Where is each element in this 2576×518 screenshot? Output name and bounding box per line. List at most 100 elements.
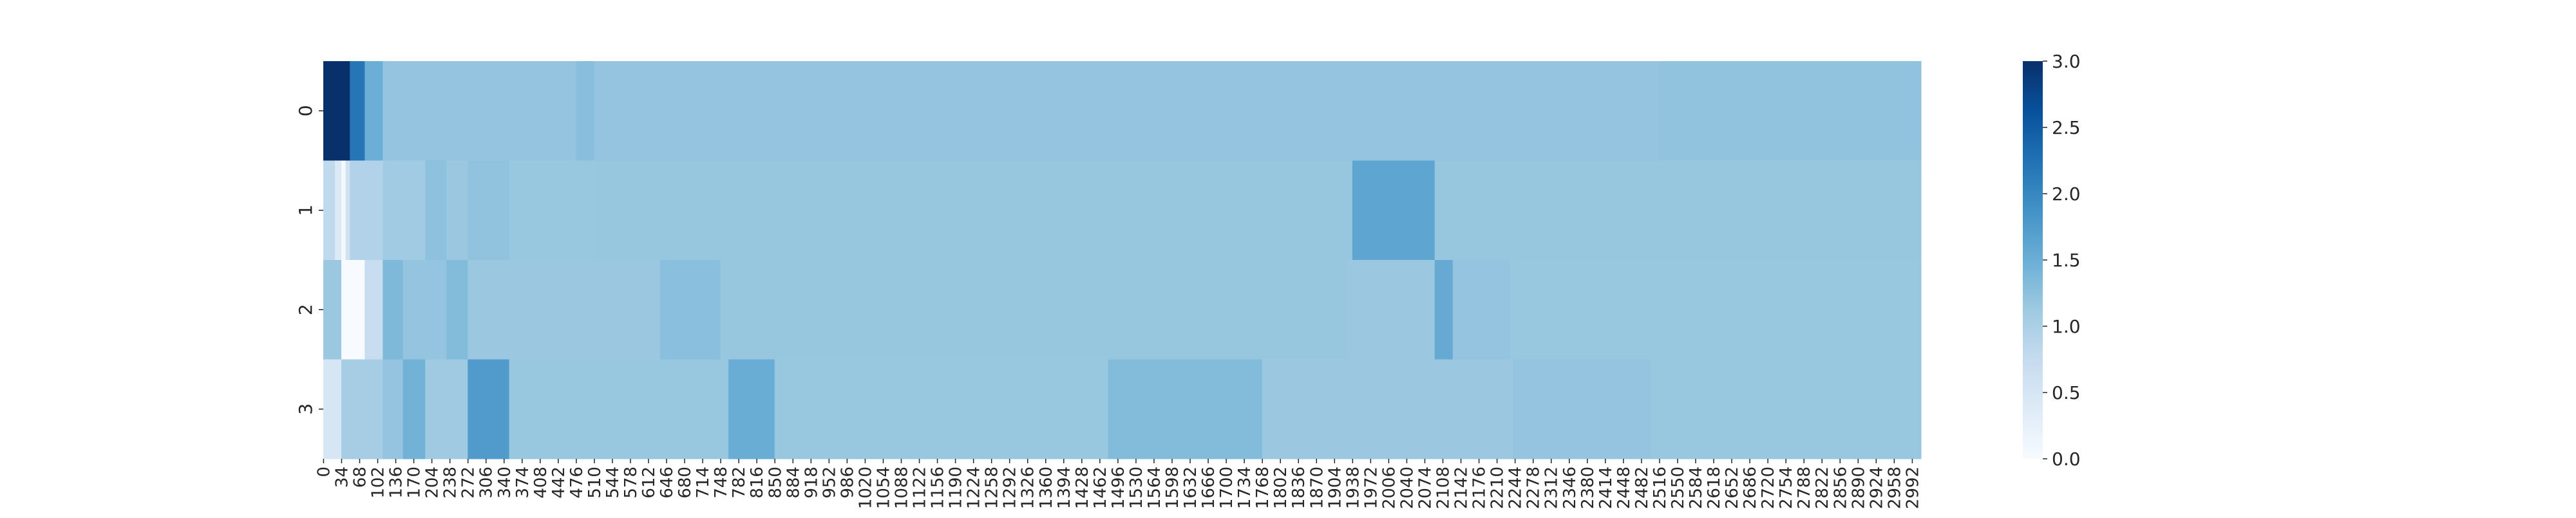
heatmap-cell-row-2-seg-2: [365, 260, 383, 360]
x-tick-label: 1360: [1037, 467, 1056, 509]
heatmap-cell-row-3-seg-4: [425, 359, 468, 459]
colorbar-tick-label: 0.5: [2052, 382, 2081, 403]
heatmap-cell-row-3-seg-6: [509, 359, 729, 459]
heatmap-cell-row-3-seg-11: [1512, 359, 1651, 459]
heatmap-cell-row-0-seg-6: [1659, 61, 1922, 161]
x-axis: 0346810213617020423827230634037440844247…: [314, 459, 1922, 509]
x-tick-label: 2958: [1885, 467, 1904, 509]
x-tick-label: 2346: [1560, 467, 1580, 509]
x-tick-label: 374: [513, 467, 533, 499]
y-tick-label: 1: [295, 205, 316, 216]
x-tick-label: 2686: [1741, 467, 1760, 509]
x-tick-label: 2244: [1506, 467, 1526, 509]
x-tick-label: 2006: [1379, 467, 1399, 509]
heatmap-cell-row-2-seg-12: [1510, 260, 1922, 360]
x-tick-label: 102: [369, 467, 388, 499]
heatmap-cell-row-1-seg-0: [323, 160, 336, 261]
x-tick-label: 1938: [1343, 467, 1363, 509]
x-tick-label: 0: [314, 467, 334, 477]
colorbar-tick-label: 3.0: [2052, 51, 2081, 72]
x-tick-label: 1156: [929, 467, 948, 509]
x-tick-label: 2108: [1434, 467, 1454, 509]
x-tick-label: 2890: [1849, 467, 1868, 509]
heatmap-cell-row-3-seg-5: [468, 359, 510, 459]
x-tick-label: 2176: [1470, 467, 1490, 509]
heatmap-cell-row-3-seg-10: [1262, 359, 1513, 459]
x-tick-label: 2652: [1723, 467, 1742, 509]
heatmap-cell-row-0-seg-5: [594, 61, 1660, 161]
x-tick-label: 1258: [983, 467, 1002, 509]
x-tick-label: 1088: [892, 467, 911, 509]
x-tick-label: 2856: [1831, 467, 1850, 509]
colorbar: 0.0 0.5 1.0 1.5 2.0 2.5 3.0: [2023, 51, 2081, 470]
heatmap-cells: [323, 61, 1922, 459]
x-tick-label: 272: [459, 467, 478, 499]
x-tick-label: 2720: [1759, 467, 1778, 509]
heatmap-cell-row-1-seg-8: [468, 160, 510, 261]
x-tick-label: 680: [676, 467, 695, 499]
x-tick-label: 2040: [1397, 467, 1417, 509]
x-tick-label: 1632: [1181, 467, 1200, 509]
heatmap-cell-row-2-seg-4: [402, 260, 447, 360]
x-tick-label: 1054: [874, 467, 893, 509]
x-tick-label: 2924: [1867, 467, 1886, 509]
y-tick-label: 3: [295, 403, 316, 415]
heatmap-cell-row-3-seg-7: [728, 359, 775, 459]
x-tick-label: 646: [658, 467, 677, 499]
heatmap-cell-row-1-seg-3: [345, 160, 350, 261]
x-tick-label: 2312: [1542, 467, 1562, 509]
x-tick-label: 1326: [1019, 467, 1038, 509]
heatmap-cell-row-1-seg-6: [425, 160, 447, 261]
x-tick-label: 34: [332, 467, 352, 488]
x-tick-label: 2278: [1524, 467, 1544, 509]
x-tick-label: 544: [603, 467, 623, 499]
heatmap-cell-row-3-seg-2: [383, 359, 404, 459]
heatmap-cell-row-3-seg-0: [323, 359, 342, 459]
y-axis: 0 1 2 3: [295, 105, 323, 415]
x-tick-label: 884: [784, 467, 803, 499]
heatmap-cell-row-2-seg-0: [323, 260, 342, 360]
x-tick-label: 1394: [1055, 467, 1074, 509]
x-tick-label: 306: [477, 467, 497, 499]
x-tick-label: 1462: [1091, 467, 1110, 509]
x-tick-label: 2516: [1651, 467, 1670, 509]
heatmap-cell-row-2-seg-3: [383, 260, 404, 360]
colorbar-gradient: [2023, 61, 2043, 459]
heatmap-cell-row-3-seg-1: [341, 359, 383, 459]
x-tick-label: 2992: [1903, 467, 1922, 509]
heatmap-cell-row-0-seg-3: [383, 61, 576, 161]
x-tick-label: 68: [350, 467, 370, 488]
x-tick-label: 1292: [1001, 467, 1020, 509]
x-tick-label: 578: [621, 467, 641, 499]
heatmap-cell-row-0-seg-1: [350, 61, 365, 161]
heatmap-cell-row-3-seg-3: [402, 359, 426, 459]
x-tick-label: 1224: [965, 467, 984, 509]
x-tick-label: 1734: [1235, 467, 1255, 509]
x-tick-label: 340: [495, 467, 515, 499]
heatmap-cell-row-0-seg-0: [323, 61, 350, 161]
x-tick-label: 238: [441, 467, 460, 499]
x-tick-label: 2414: [1596, 467, 1616, 509]
x-tick-label: 2074: [1416, 467, 1435, 509]
x-tick-label: 1904: [1325, 467, 1345, 509]
x-tick-label: 136: [387, 467, 406, 499]
x-tick-label: 204: [423, 467, 442, 499]
x-tick-label: 1700: [1217, 467, 1236, 509]
heatmap-cell-row-3-seg-12: [1651, 359, 1922, 459]
x-tick-label: 1802: [1271, 467, 1291, 509]
x-tick-label: 2618: [1705, 467, 1724, 509]
heatmap-cell-row-1-seg-1: [335, 160, 342, 261]
heatmap-cell-row-2-seg-11: [1452, 260, 1511, 360]
heatmap-cell-row-1-seg-9: [509, 160, 595, 261]
heatmap-cell-row-2-seg-5: [446, 260, 468, 360]
colorbar-tick-label: 1.5: [2052, 250, 2081, 271]
x-tick-label: 952: [820, 467, 839, 499]
heatmap-cell-row-2-seg-8: [720, 260, 1346, 360]
x-tick-label: 850: [766, 467, 785, 499]
heatmap-cell-row-0-seg-4: [576, 61, 595, 161]
x-tick-label: 2754: [1777, 467, 1796, 509]
x-tick-label: 1836: [1289, 467, 1309, 509]
x-tick-label: 476: [567, 467, 587, 499]
